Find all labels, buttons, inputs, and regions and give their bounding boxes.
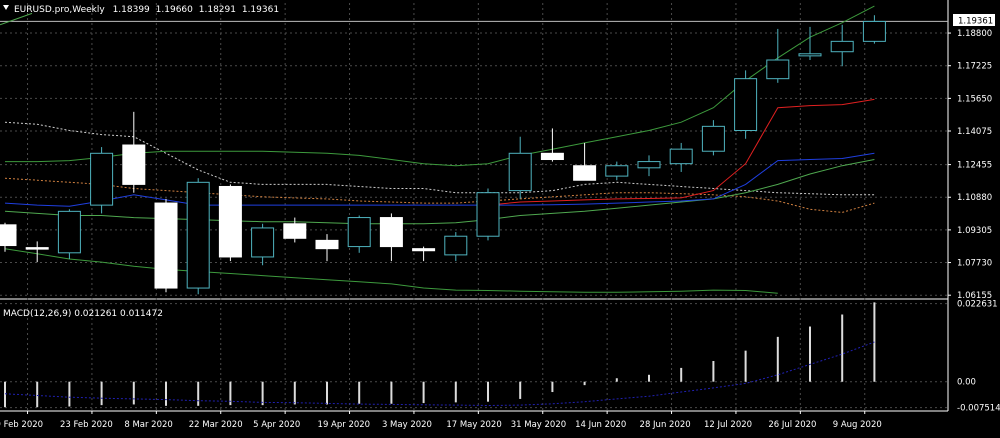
candle-body [669, 148, 693, 165]
candle-body [0, 224, 17, 247]
current-price-label: 1.19361 [958, 17, 993, 27]
date-label: 17 May 2020 [446, 420, 501, 430]
candle-body [766, 59, 790, 80]
candle-body [508, 152, 532, 192]
candle-body [573, 165, 597, 181]
symbol-info-line: EURUSD.pro,Weekly 1.18399 1.19660 1.1829… [14, 5, 279, 15]
macd-signal-line [4, 341, 875, 407]
upper-envelope-line [5, 5, 875, 167]
date-label: 19 Apr 2020 [318, 420, 371, 430]
price-tick-label: 1.12455 [957, 161, 992, 171]
candle-body [154, 202, 178, 289]
blue-ma-line [4, 152, 875, 207]
symbol-label: EURUSD.pro,Weekly [14, 5, 105, 15]
candle-body [830, 40, 854, 53]
low-value: 1.18291 [199, 5, 236, 15]
price-tick-label: 1.17225 [957, 62, 992, 72]
date-label: 3 May 2020 [382, 420, 432, 430]
date-label: 9 Feb 2020 [0, 420, 43, 430]
candle-body [798, 53, 822, 57]
red-ma-line [487, 98, 875, 206]
date-label: 31 May 2020 [511, 420, 566, 430]
grid [0, 0, 949, 412]
price-tick-label: 1.10880 [957, 193, 992, 203]
close-value: 1.19361 [242, 5, 279, 15]
price-axis: 1.18800 1.17225 1.15650 1.14075 1.12455 1.108… [948, 29, 1000, 414]
dotted-upper-line [4, 121, 875, 196]
macd-tick-label: 0.00 [957, 378, 976, 388]
green-ma-line [4, 159, 875, 225]
candle-body [122, 144, 146, 185]
candle-body [734, 78, 758, 131]
date-label: 23 Feb 2020 [60, 420, 113, 430]
date-label: 26 Jul 2020 [768, 420, 816, 430]
date-label: 8 Mar 2020 [124, 420, 172, 430]
top-left-green-segment [0, 12, 33, 26]
price-tick-label: 1.18800 [957, 29, 992, 39]
candles [0, 15, 886, 295]
current-price-marker [953, 14, 995, 26]
date-label: 12 Jul 2020 [704, 420, 752, 430]
macd-tick-label: 0.022631 [957, 300, 998, 310]
candle-body [283, 223, 307, 239]
date-axis: 9 Feb 2020 23 Feb 2020 8 Mar 2020 22 Mar 20… [0, 411, 882, 430]
candle-body [540, 152, 564, 161]
candle-body [862, 20, 886, 42]
candle-body [701, 125, 725, 152]
indicator-lines [0, 5, 875, 294]
open-value: 1.18399 [113, 5, 150, 15]
price-tick-label: 1.06155 [957, 291, 992, 301]
date-label: 5 Apr 2020 [253, 420, 300, 430]
symbol-dropdown-icon[interactable] [3, 5, 9, 10]
candle-body [347, 217, 371, 248]
macd-label: MACD(12,26,9) 0.021261 0.011472 [3, 309, 163, 319]
lower-envelope-line [4, 248, 778, 294]
candle-body [57, 210, 81, 254]
candle-body [218, 185, 242, 258]
macd-histogram [4, 302, 876, 408]
date-label: 28 Jun 2020 [640, 420, 691, 430]
price-tick-label: 1.15650 [957, 94, 992, 104]
high-value: 1.19660 [156, 5, 193, 15]
candle-body [25, 247, 49, 250]
candle-body [476, 192, 500, 237]
candle-body [186, 181, 210, 289]
candle-body [315, 239, 339, 250]
macd-tick-label: -0.007514 [957, 404, 1000, 414]
candle-body [251, 227, 275, 258]
price-tick-label: 1.09305 [957, 226, 992, 236]
candle-body [412, 248, 436, 252]
price-tick-label: 1.14075 [957, 127, 992, 137]
date-label: 14 Jun 2020 [575, 420, 626, 430]
candle-body [605, 165, 629, 177]
price-tick-label: 1.07730 [957, 259, 992, 269]
date-label: 9 Aug 2020 [833, 420, 882, 430]
candle-body [637, 161, 661, 169]
date-label: 22 Mar 2020 [189, 420, 243, 430]
candle-body [444, 235, 468, 256]
candle-body [90, 152, 114, 206]
candle-body [379, 217, 403, 248]
